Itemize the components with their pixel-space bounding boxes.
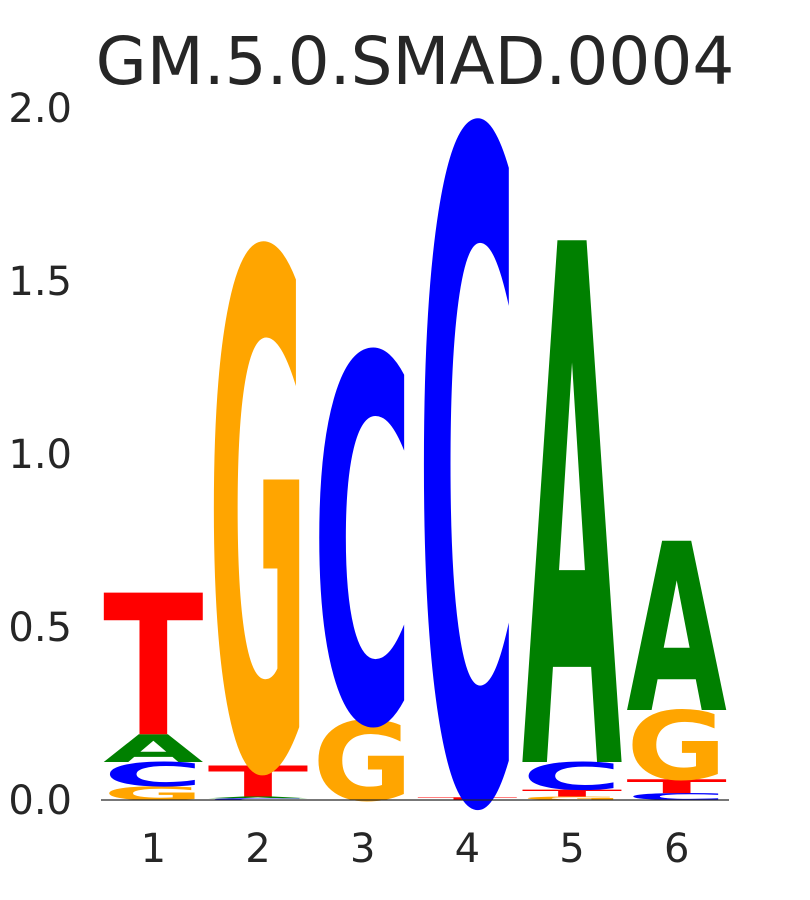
chart-title: GM.5.0.SMAD.0004 xyxy=(96,23,735,100)
logo-letter-g: G xyxy=(208,110,308,900)
logo-letter-a: A xyxy=(522,100,623,900)
logo-letter-t: T xyxy=(626,776,727,798)
logo-letter-g: G xyxy=(522,796,622,801)
x-tick-label: 4 xyxy=(455,826,480,872)
logo-letter-a: A xyxy=(103,727,203,771)
logo-letter-g: G xyxy=(103,782,203,804)
x-tick-label: 6 xyxy=(664,826,689,872)
y-axis: 0.0 0.5 1.0 1.5 2.0 xyxy=(8,86,72,824)
logo-letter-c: C xyxy=(626,791,726,802)
x-tick-label: 3 xyxy=(350,826,375,872)
logo-letter-g: G xyxy=(312,699,412,826)
y-tick-label: 0.5 xyxy=(8,605,72,651)
logo-letter-c: C xyxy=(208,798,308,801)
y-tick-label: 1.5 xyxy=(8,259,72,305)
logo-letter-t: T xyxy=(208,757,309,807)
logo-letter-a: A xyxy=(626,495,726,765)
logo-letter-g: G xyxy=(626,691,726,802)
logo-letter-c: C xyxy=(103,756,203,794)
logo-letter-a: A xyxy=(208,796,308,799)
y-tick-label: 0.0 xyxy=(8,778,72,824)
x-tick-label: 5 xyxy=(559,826,584,872)
y-tick-label: 2.0 xyxy=(8,86,72,132)
x-tick-label: 1 xyxy=(141,826,166,872)
x-axis: 1 2 3 4 5 6 xyxy=(141,826,690,872)
logo-letter-t: T xyxy=(103,554,203,781)
logo-letter-c: C xyxy=(312,254,412,839)
logo-letter-t: T xyxy=(522,788,622,799)
logo-letter-c: C xyxy=(417,0,517,900)
x-tick-label: 2 xyxy=(245,826,270,872)
y-tick-label: 1.0 xyxy=(8,432,72,478)
logo-letter-t: T xyxy=(417,796,517,800)
logo-letter-c: C xyxy=(522,755,622,799)
